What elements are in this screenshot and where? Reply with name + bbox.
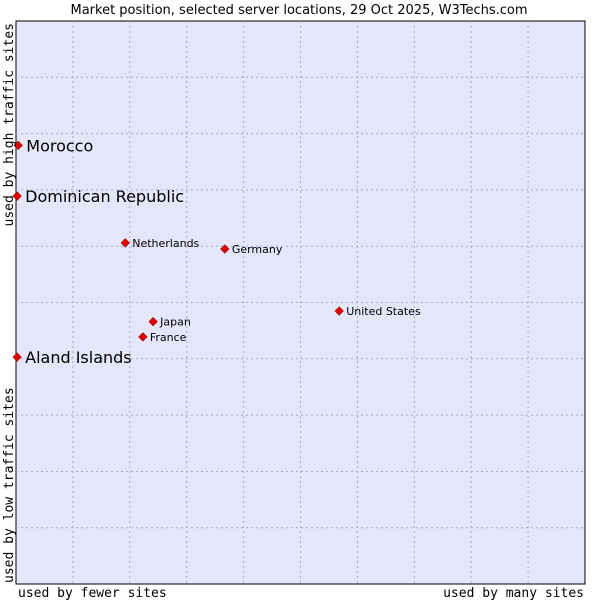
y-axis-label-top: used by high traffic sites bbox=[2, 23, 17, 227]
point-morocco bbox=[13, 140, 23, 151]
x-axis-label-left: used by fewer sites bbox=[18, 586, 167, 600]
grid-lines bbox=[16, 21, 585, 584]
point-netherlands bbox=[120, 238, 130, 248]
label-united-states: United States bbox=[346, 305, 421, 318]
chart-title: Market position, selected server locatio… bbox=[70, 3, 527, 18]
point-aland-islands bbox=[12, 352, 22, 362]
point-france bbox=[138, 332, 148, 342]
label-dominican-republic: Dominican Republic bbox=[25, 187, 184, 206]
label-aland-islands: Aland Islands bbox=[25, 348, 132, 367]
data-labels: Netherlands Germany United States Japan Fran… bbox=[25, 136, 421, 367]
data-points bbox=[12, 140, 344, 362]
y-axis-label-bottom: used by low traffic sites bbox=[2, 387, 17, 583]
point-dominican-republic bbox=[12, 191, 22, 201]
label-japan: Japan bbox=[159, 316, 191, 329]
label-netherlands: Netherlands bbox=[132, 237, 199, 250]
point-germany bbox=[220, 244, 230, 254]
x-axis-label-right: used by many sites bbox=[443, 586, 584, 600]
label-france: France bbox=[150, 331, 187, 344]
point-united-states bbox=[334, 306, 344, 316]
label-morocco: Morocco bbox=[26, 136, 93, 155]
point-japan bbox=[148, 317, 158, 327]
label-germany: Germany bbox=[232, 243, 283, 256]
